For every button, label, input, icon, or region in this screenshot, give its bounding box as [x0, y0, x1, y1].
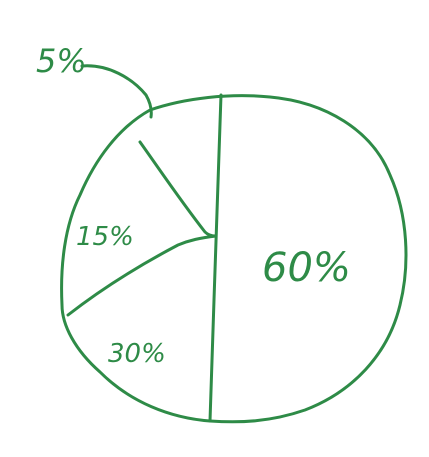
- slice-label-15: 15%: [76, 222, 134, 252]
- divider-30-15: [66, 234, 218, 317]
- slice-label-30: 30%: [108, 339, 166, 369]
- leader-line-5: [80, 64, 153, 119]
- slice-label-5: 5%: [36, 42, 87, 80]
- slice-label-60: 60%: [262, 245, 351, 291]
- pie-outline: [60, 94, 408, 424]
- divider-60-slice: [208, 93, 223, 423]
- divider-15-5: [138, 140, 218, 238]
